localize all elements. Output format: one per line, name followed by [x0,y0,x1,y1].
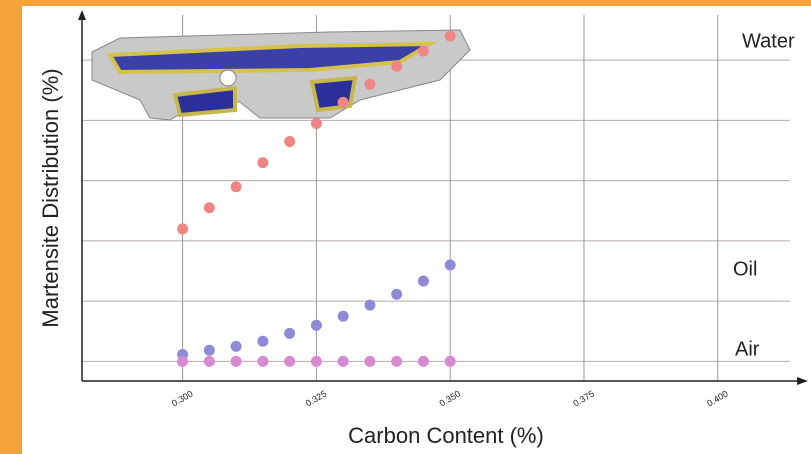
data-point [231,356,242,367]
data-point [364,356,375,367]
data-point [391,289,402,300]
data-point [257,356,268,367]
data-point [284,356,295,367]
series-label: Oil [733,258,757,280]
data-point [338,356,349,367]
data-point [311,356,322,367]
data-point [311,320,322,331]
data-point [445,356,456,367]
data-point [338,311,349,322]
data-point [177,223,188,234]
data-point [231,341,242,352]
data-point [391,61,402,72]
data-point [338,97,349,108]
data-point [284,136,295,147]
data-point [284,328,295,339]
data-point [257,336,268,347]
data-point [445,260,456,271]
data-point [418,356,429,367]
data-point [204,202,215,213]
y-axis-label: Martensite Distribution (%) [38,68,63,327]
data-point [391,356,402,367]
data-point [364,79,375,90]
series-label: Air [735,338,760,360]
chart: Carbon Content (%) Martensite Distributi… [0,0,811,454]
data-point [231,181,242,192]
data-point [364,300,375,311]
x-axis-label: Carbon Content (%) [348,423,544,448]
data-point [311,118,322,129]
data-point [204,345,215,356]
data-point [418,275,429,286]
data-point [177,356,188,367]
data-point [418,46,429,57]
data-point [204,356,215,367]
series-label: Water [742,30,795,52]
data-point [257,157,268,168]
data-point [445,31,456,42]
